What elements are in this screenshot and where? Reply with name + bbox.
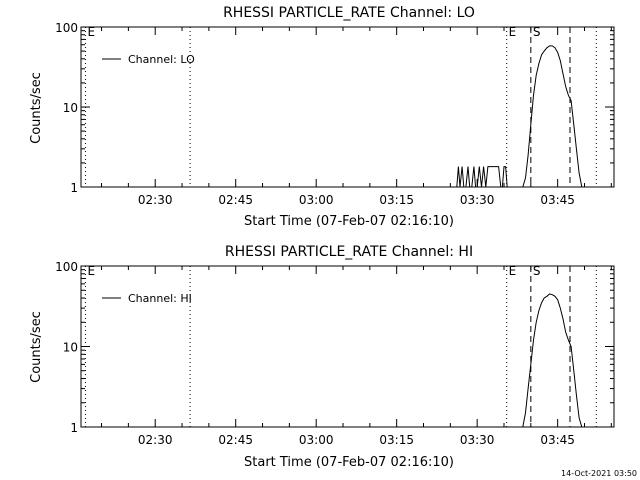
x-tick-label-lo: 03:15 xyxy=(379,193,414,207)
x-tick-label-hi: 03:30 xyxy=(460,433,495,447)
x-tick-label-hi: 03:15 xyxy=(379,433,414,447)
marker-label-lo: E xyxy=(87,25,95,39)
y-axis-label-hi: Counts/sec xyxy=(29,311,44,383)
y-tick-label-hi: 100 xyxy=(55,260,78,274)
x-tick-label-lo: 03:00 xyxy=(299,193,334,207)
y-tick-label-hi: 10 xyxy=(63,341,78,355)
y-axis-label-lo: Counts/sec xyxy=(29,72,44,144)
x-tick-label-lo: 02:30 xyxy=(138,193,173,207)
x-axis-label-hi: Start Time (07-Feb-07 02:16:10) xyxy=(244,455,454,470)
chart-title-lo: RHESSI PARTICLE_RATE Channel: LO xyxy=(223,5,475,21)
x-tick-label-hi: 02:45 xyxy=(218,433,253,447)
x-tick-label-lo: 02:45 xyxy=(218,193,253,207)
x-axis-label-lo: Start Time (07-Feb-07 02:16:10) xyxy=(244,214,454,229)
marker-label-hi: E xyxy=(509,264,517,278)
series-line-lo xyxy=(456,45,583,188)
x-tick-label-lo: 03:30 xyxy=(460,193,495,207)
x-tick-label-hi: 03:45 xyxy=(540,433,575,447)
series-line-hi xyxy=(522,293,583,428)
x-tick-label-hi: 02:30 xyxy=(138,433,173,447)
legend-label-lo: Channel: LO xyxy=(128,53,195,66)
legend-label-hi: Channel: HI xyxy=(128,292,192,305)
panel-hi: RHESSI PARTICLE_RATE Channel: HI Start T… xyxy=(29,244,615,470)
footer-timestamp: 14-Oct-2021 03:50 xyxy=(561,469,637,478)
marker-label-lo: E xyxy=(509,25,517,39)
y-tick-label-lo: 1 xyxy=(70,181,78,195)
y-tick-label-lo: 10 xyxy=(63,101,78,115)
marker-label-hi: E xyxy=(87,264,95,278)
x-tick-label-hi: 03:00 xyxy=(299,433,334,447)
y-tick-label-lo: 100 xyxy=(55,21,78,35)
y-tick-label-hi: 1 xyxy=(70,421,78,435)
marker-label-hi: S xyxy=(533,264,541,278)
marker-label-lo: S xyxy=(533,25,541,39)
chart-title-hi: RHESSI PARTICLE_RATE Channel: HI xyxy=(225,244,473,260)
x-tick-label-lo: 03:45 xyxy=(540,193,575,207)
panel-lo: RHESSI PARTICLE_RATE Channel: LO Start T… xyxy=(29,5,615,229)
